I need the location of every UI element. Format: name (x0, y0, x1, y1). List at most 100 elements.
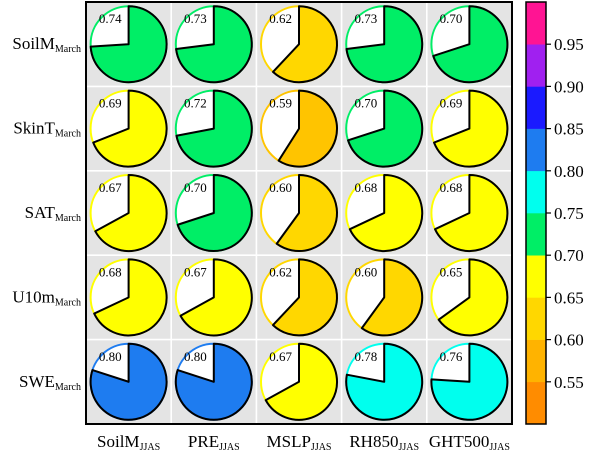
colorbar-segment (526, 86, 546, 129)
pie-cells: 0.74 0.73 0.62 0.73 0.70 0.69 0.72 0.59 0.70 0.69… (89, 5, 509, 421)
colorbar-segment (526, 128, 546, 172)
pie-slice (271, 258, 338, 337)
pie-value-label: 0.78 (354, 349, 377, 364)
pie-cell: 0.62 (260, 5, 338, 84)
pie-value-label: 0.62 (269, 264, 292, 279)
pie-cell: 0.67 (174, 258, 253, 337)
column-label: SoilMJJAS (97, 432, 160, 453)
pie-value-label: 0.80 (184, 349, 207, 364)
pie-value-label: 0.76 (440, 349, 463, 364)
pie-slice (277, 89, 339, 168)
pie-value-label: 0.67 (99, 180, 122, 195)
colorbar-segment (526, 339, 546, 383)
pie-cell: 0.73 (174, 5, 253, 84)
pie-value-label: 0.72 (184, 96, 207, 111)
row-label: SATMarch (25, 203, 81, 224)
pie-slice (175, 89, 253, 168)
pie-slice (94, 174, 168, 252)
colorbar-tick-label: 0.60 (554, 331, 584, 350)
pie-value-label: 0.74 (99, 11, 122, 26)
column-label: RH850JJAS (349, 432, 419, 453)
pie-slice (89, 342, 168, 421)
pie-slice (437, 258, 509, 337)
pie-cell: 0.65 (430, 258, 509, 337)
pie-value-label: 0.67 (184, 264, 207, 279)
pie-cell: 0.80 (89, 342, 168, 421)
column-label: MSLPJJAS (267, 432, 332, 453)
pie-slice (179, 258, 253, 337)
row-label: SWEMarch (19, 372, 81, 393)
colorbar-segment (526, 255, 546, 298)
row-label: SkinTMarch (13, 119, 81, 140)
pie-slice (348, 174, 424, 252)
plot-frame (85, 1, 513, 425)
pie-value-label: 0.73 (184, 11, 207, 26)
colorbar-segment (526, 297, 546, 340)
row-label: SoilMMarch (12, 34, 81, 55)
pie-cell: 0.70 (345, 89, 424, 168)
colorbar-segment (526, 381, 546, 425)
pie-cell: 0.76 (430, 342, 509, 421)
pie-slice (434, 174, 509, 252)
pie-cell: 0.59 (260, 89, 339, 168)
colorbar: 0.55 0.60 0.65 0.70 0.75 0.80 0.85 0.90 0.95 (525, 1, 584, 425)
pie-cell: 0.68 (345, 174, 424, 252)
colorbar-tick-label: 0.55 (554, 373, 584, 392)
pie-value-label: 0.68 (99, 264, 122, 279)
pie-value-label: 0.60 (354, 264, 377, 279)
pie-value-label: 0.70 (440, 11, 463, 26)
colorbar-tick-label: 0.95 (554, 35, 584, 54)
pie-cell: 0.69 (89, 89, 168, 168)
pie-value-label: 0.62 (269, 11, 292, 26)
colorbar-segment (526, 213, 546, 256)
pie-cell: 0.74 (89, 5, 168, 84)
pie-value-label: 0.67 (269, 349, 292, 364)
pie-slice (275, 174, 338, 252)
pie-cell: 0.67 (89, 174, 168, 252)
pie-cell: 0.68 (430, 174, 509, 252)
colorbar-tick-label: 0.65 (554, 288, 584, 307)
pie-cell: 0.73 (345, 5, 424, 84)
pie-value-label: 0.70 (184, 180, 207, 195)
column-label: GHT500JJAS (429, 432, 510, 453)
pie-slice (176, 174, 253, 252)
pie-cell: 0.69 (430, 89, 509, 168)
pie-slice (430, 342, 509, 421)
colorbar-tick-label: 0.90 (554, 77, 584, 96)
colorbar-tick-label: 0.80 (554, 162, 584, 181)
column-labels: SoilMJJAS PREJJAS MSLPJJAS RH850JJAS GHT500J… (97, 432, 510, 453)
colorbar-tick-label: 0.75 (554, 204, 584, 223)
colorbar-tick-label: 0.85 (554, 120, 584, 139)
row-labels: SoilMMarch SkinTMarch SATMarch U10mMarch SWE… (12, 34, 81, 393)
pie-slice (264, 342, 338, 421)
pie-cell: 0.72 (174, 89, 253, 168)
pie-value-label: 0.68 (440, 180, 463, 195)
pie-cell: 0.68 (89, 258, 168, 337)
pie-slice (174, 342, 253, 421)
column-label: PREJJAS (188, 432, 240, 453)
pie-value-label: 0.60 (269, 180, 292, 195)
pie-value-label: 0.70 (354, 96, 377, 111)
pie-cell: 0.67 (260, 342, 338, 421)
pie-value-label: 0.69 (99, 96, 122, 111)
pie-slice (89, 5, 168, 84)
pie-value-label: 0.73 (354, 11, 377, 26)
pie-value-label: 0.80 (99, 349, 122, 364)
row-label: U10mMarch (12, 287, 81, 308)
pie-value-label: 0.65 (440, 264, 463, 279)
pie-cell: 0.80 (174, 342, 253, 421)
pie-cell: 0.70 (174, 174, 253, 252)
pie-value-label: 0.59 (269, 96, 292, 111)
pie-slice (360, 258, 424, 337)
pie-slice (345, 5, 424, 84)
pie-value-label: 0.69 (440, 96, 463, 111)
pie-slice (271, 5, 338, 84)
pie-value-label: 0.68 (354, 180, 377, 195)
pie-cell: 0.60 (260, 174, 338, 252)
colorbar-tick-label: 0.70 (554, 246, 584, 265)
colorbar-segment (526, 44, 546, 87)
pie-slice (347, 89, 424, 168)
pie-cell: 0.70 (430, 5, 509, 84)
pie-cell: 0.60 (345, 258, 424, 337)
pie-slice (175, 5, 253, 84)
